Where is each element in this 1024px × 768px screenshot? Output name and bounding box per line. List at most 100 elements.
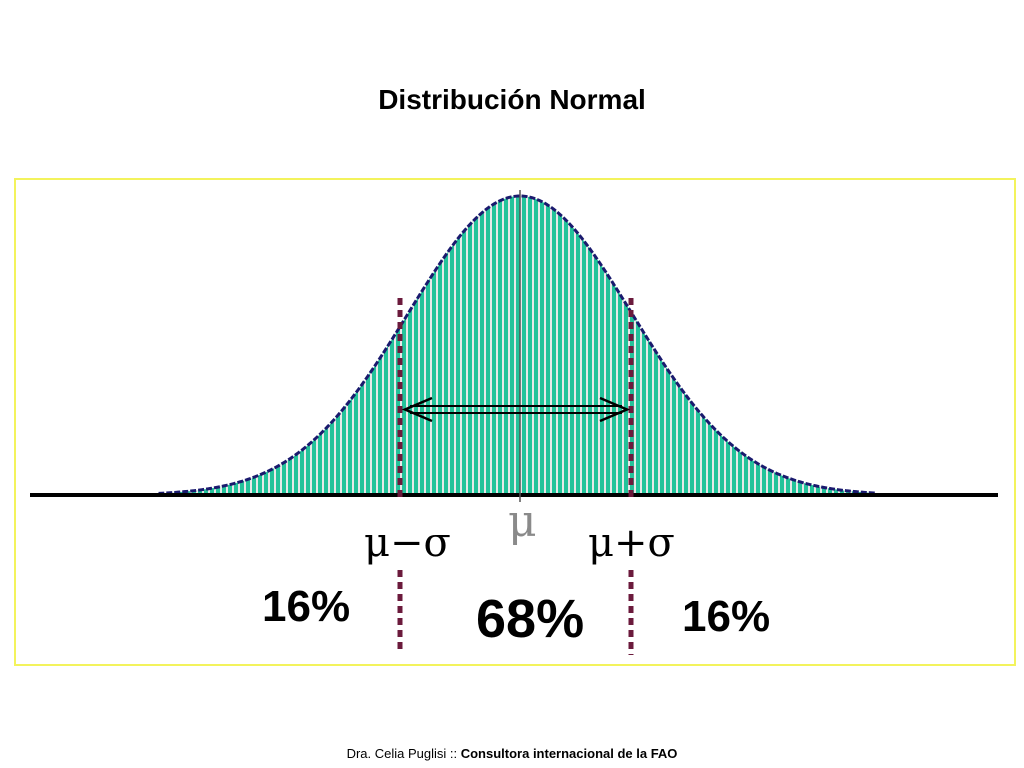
curve-stripe	[502, 196, 504, 495]
footer-separator: ::	[446, 746, 461, 761]
curve-stripe	[262, 196, 264, 495]
curve-stripe	[616, 196, 618, 495]
curve-stripe	[412, 196, 414, 495]
curve-stripe	[706, 196, 708, 495]
curve-stripe	[838, 196, 840, 495]
curve-stripe	[592, 196, 594, 495]
curve-stripe	[508, 196, 510, 495]
curve-stripe	[874, 196, 876, 495]
curve-stripe	[586, 196, 588, 495]
curve-stripe	[622, 196, 624, 495]
curve-stripe	[448, 196, 450, 495]
curve-stripe	[238, 196, 240, 495]
curve-stripe	[496, 196, 498, 495]
curve-stripe	[790, 196, 792, 495]
curve-stripe	[478, 196, 480, 495]
curve-stripe	[658, 196, 660, 495]
sigma-double-arrow	[401, 396, 631, 423]
curve-stripe	[352, 196, 354, 495]
curve-stripe	[178, 196, 180, 495]
curve-stripe	[430, 196, 432, 495]
curve-stripe	[550, 196, 552, 495]
curve-stripe	[760, 196, 762, 495]
curve-stripe	[730, 196, 732, 495]
curve-stripe	[568, 196, 570, 495]
curve-stripe	[214, 196, 216, 495]
curve-stripe	[370, 196, 372, 495]
curve-stripe	[610, 196, 612, 495]
percentage-right: 16%	[682, 592, 771, 641]
footer-author: Dra. Celia Puglisi	[346, 746, 447, 761]
curve-stripe	[310, 196, 312, 495]
curve-stripe	[382, 196, 384, 495]
curve-stripe	[376, 196, 378, 495]
curve-stripe	[628, 196, 630, 495]
curve-stripe	[196, 196, 198, 495]
curve-stripe	[640, 196, 642, 495]
curve-stripe	[418, 196, 420, 495]
curve-stripe	[754, 196, 756, 495]
curve-stripe	[574, 196, 576, 495]
footer-credit: Dra. Celia Puglisi :: Consultora interna…	[0, 746, 1024, 761]
curve-stripe	[208, 196, 210, 495]
curve-stripe	[634, 196, 636, 495]
curve-stripe	[424, 196, 426, 495]
curve-stripe	[736, 196, 738, 495]
curve-stripe	[490, 196, 492, 495]
curve-stripe	[166, 196, 168, 495]
curve-stripe	[832, 196, 834, 495]
curve-stripe	[442, 196, 444, 495]
curve-stripe	[274, 196, 276, 495]
curve-stripe	[868, 196, 870, 495]
curve-stripe	[562, 196, 564, 495]
curve-stripe	[184, 196, 186, 495]
curve-stripe	[670, 196, 672, 495]
footer-role: Consultora internacional de la FAO	[460, 746, 678, 761]
curve-stripe	[340, 196, 342, 495]
curve-stripe	[436, 196, 438, 495]
curve-stripe	[220, 196, 222, 495]
curve-stripe	[286, 196, 288, 495]
curve-stripe	[466, 196, 468, 495]
curve-stripe	[280, 196, 282, 495]
curve-stripe	[172, 196, 174, 495]
curve-stripe	[532, 196, 534, 495]
curve-stripe	[682, 196, 684, 495]
mu-label: μ	[508, 496, 537, 547]
curve-outline	[158, 194, 877, 495]
curve-stripe	[580, 196, 582, 495]
curve-stripe	[520, 196, 522, 495]
curve-stripe	[364, 196, 366, 495]
curve-stripe	[538, 196, 540, 495]
curve-stripe	[862, 196, 864, 495]
curve-stripe	[748, 196, 750, 495]
curve-stripe	[526, 196, 528, 495]
curve-stripe	[718, 196, 720, 495]
curve-stripe	[784, 196, 786, 495]
percentage-center: 68%	[476, 589, 585, 649]
curve-stripe	[484, 196, 486, 495]
curve-stripe	[460, 196, 462, 495]
curve-stripe	[598, 196, 600, 495]
curve-stripe	[688, 196, 690, 495]
curve-stripe	[388, 196, 390, 495]
curve-stripe	[472, 196, 474, 495]
curve-stripe	[346, 196, 348, 495]
curve-stripe	[514, 196, 516, 495]
curve-stripe	[772, 196, 774, 495]
curve-stripe	[664, 196, 666, 495]
curve-stripe	[802, 196, 804, 495]
curve-stripe	[190, 196, 192, 495]
curve-stripe	[328, 196, 330, 495]
curve-stripe	[160, 196, 162, 495]
curve-stripe	[814, 196, 816, 495]
curve-stripe	[256, 196, 258, 495]
curve-stripe	[820, 196, 822, 495]
mu-minus-sigma-label: μ−σ	[364, 520, 451, 566]
curve-stripe	[556, 196, 558, 495]
curve-stripe	[250, 196, 252, 495]
mu-plus-sigma-label: μ+σ	[588, 520, 675, 566]
curve-stripe	[724, 196, 726, 495]
